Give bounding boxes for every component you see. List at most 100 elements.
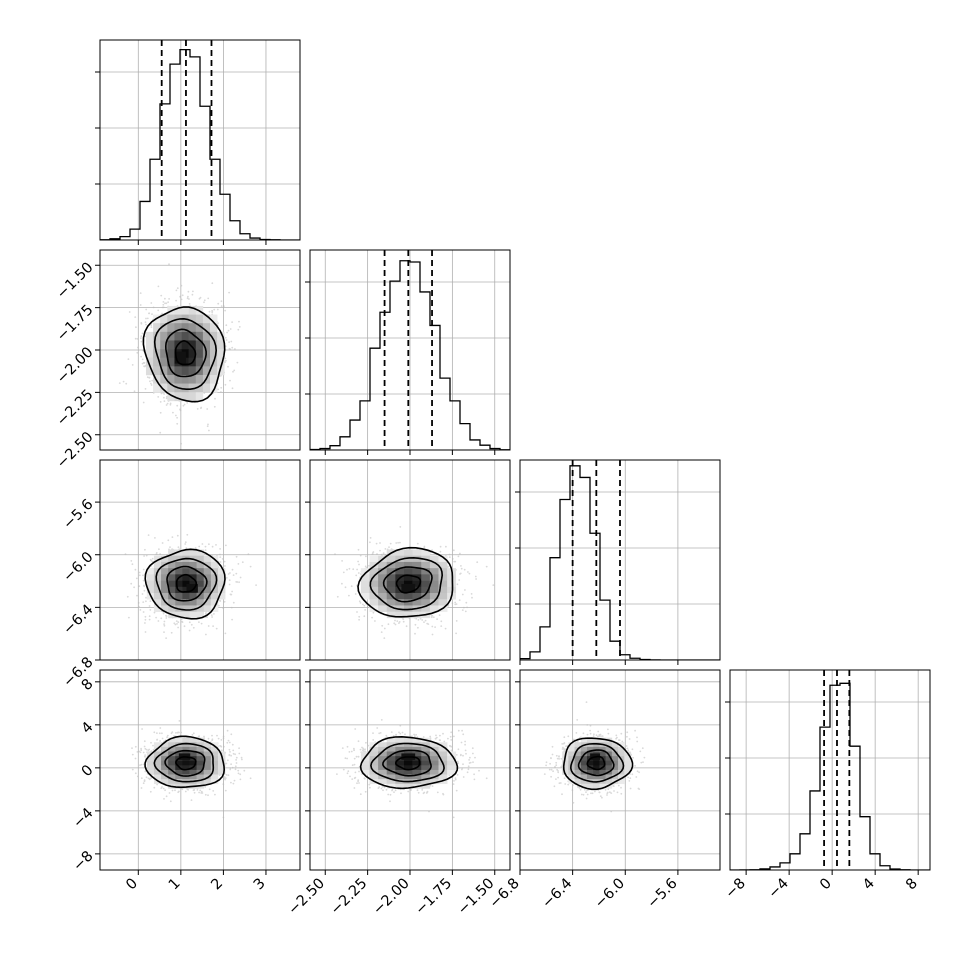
scatter-point	[439, 550, 442, 553]
density-bin	[438, 779, 448, 785]
scatter-point	[351, 778, 354, 780]
scatter-point	[228, 741, 231, 744]
scatter-point	[440, 620, 443, 623]
density-bin	[182, 769, 190, 775]
density-bin	[386, 756, 396, 761]
density-bin	[412, 599, 422, 606]
scatter-point	[452, 816, 455, 819]
scatter-point	[187, 788, 190, 791]
scatter-point	[142, 611, 145, 613]
scatter-point	[136, 751, 139, 753]
density-bin	[168, 574, 176, 581]
scatter-point	[352, 568, 355, 571]
scatter-point	[401, 731, 404, 734]
scatter-point	[376, 727, 379, 729]
scatter-point	[440, 625, 443, 627]
scatter-point	[341, 582, 343, 585]
scatter-point	[155, 616, 158, 619]
scatter-point	[145, 600, 147, 603]
scatter-point	[478, 769, 480, 772]
scatter-point	[223, 305, 225, 308]
scatter-point	[231, 568, 234, 571]
density-bin	[360, 769, 370, 775]
density-bin	[160, 314, 168, 324]
scatter-point	[241, 758, 243, 761]
scatter-point	[153, 731, 156, 734]
y-tick-label: −5.6	[60, 496, 96, 532]
density-bin	[574, 779, 582, 785]
density-bin	[403, 742, 413, 748]
scatter-point	[178, 720, 181, 722]
scatter-point	[444, 627, 447, 630]
scatter-point	[368, 783, 371, 786]
density-bin	[403, 774, 413, 780]
scatter-point	[474, 575, 477, 578]
density-bin	[210, 760, 219, 766]
density-bin	[369, 561, 379, 569]
density-bin	[586, 783, 594, 789]
density-bin	[386, 561, 396, 569]
scatter-point	[198, 545, 201, 548]
scatter-point	[219, 561, 222, 563]
density-bin	[161, 765, 169, 771]
density-bin	[195, 357, 204, 367]
scatter-point	[555, 754, 558, 757]
density-bin	[182, 783, 190, 789]
density-bin	[174, 366, 182, 376]
scatter-point	[145, 323, 147, 326]
scatter-point	[545, 764, 547, 767]
scatter-point	[423, 621, 425, 623]
density-bin	[429, 760, 439, 766]
scatter-point	[469, 756, 471, 759]
density-bin	[429, 742, 439, 748]
contour-level-2	[153, 317, 218, 390]
scatter-point	[572, 784, 574, 787]
density-bin	[386, 746, 396, 752]
density-bin	[369, 555, 379, 563]
scatter-point	[213, 405, 216, 408]
scatter-point	[145, 776, 148, 779]
scatter-point	[152, 306, 155, 309]
scatter-point	[452, 549, 455, 552]
scatter-point	[470, 593, 473, 595]
scatter-point	[439, 545, 442, 548]
density-bin	[217, 574, 226, 581]
density-bin	[175, 561, 183, 569]
scatter-point	[356, 568, 358, 571]
scatter-point	[222, 737, 225, 740]
density-bin	[189, 746, 197, 752]
scatter-point	[227, 774, 230, 777]
scatter-point	[419, 617, 422, 620]
scatter-point	[140, 749, 143, 752]
scatter-point	[556, 768, 558, 771]
scatter-point	[383, 637, 386, 639]
scatter-point	[155, 553, 158, 555]
contour-level-1	[382, 749, 432, 777]
contour-level-0	[586, 755, 606, 771]
y-tick-label: −6.4	[60, 602, 96, 638]
scatter-point	[586, 724, 589, 726]
density-bin	[611, 774, 619, 780]
scatter-point	[354, 771, 357, 774]
scatter-point	[461, 768, 463, 771]
scatter-point	[216, 734, 218, 737]
scatter-point	[632, 756, 634, 759]
density-bin	[574, 760, 582, 766]
scatter-point	[471, 747, 474, 750]
scatter-point	[461, 609, 464, 611]
scatter-point	[453, 735, 455, 738]
scatter-point	[617, 784, 620, 787]
scatter-point	[448, 745, 451, 747]
scatter-point	[454, 778, 457, 781]
density-bin	[593, 742, 600, 748]
density-bin	[189, 737, 197, 743]
scatter-point	[181, 621, 184, 623]
density-bin	[161, 568, 169, 575]
scatter-point	[157, 620, 160, 622]
density-bin	[386, 568, 396, 575]
scatter-point	[177, 621, 180, 624]
density-bin	[189, 593, 197, 600]
density-bin	[168, 774, 176, 780]
density-bin	[574, 756, 582, 761]
density-bin	[447, 760, 457, 766]
